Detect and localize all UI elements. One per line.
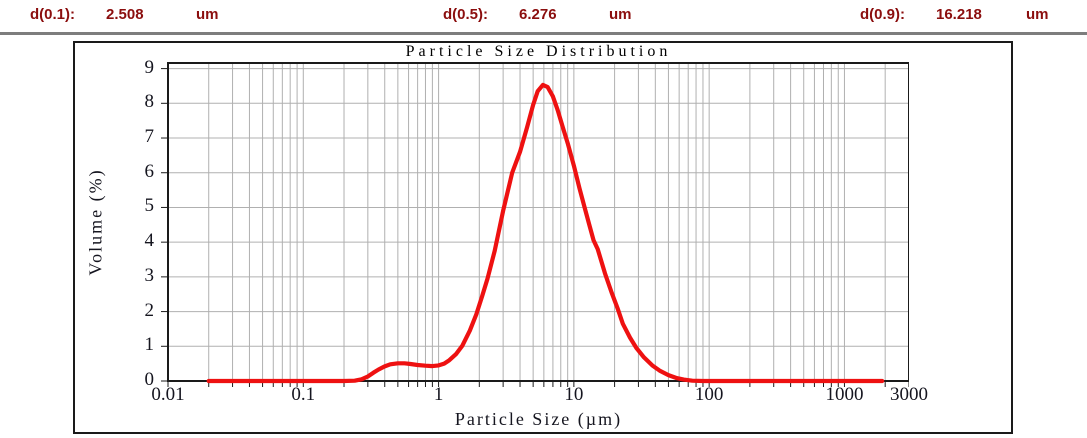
d10-label: d(0.1):: [30, 6, 75, 23]
y-tick-label: 0: [144, 369, 155, 390]
x-tick-label: 0.01: [151, 384, 185, 405]
x-tick-label: 3000: [890, 384, 928, 405]
y-tick-label: 5: [144, 195, 155, 217]
metric-d90: d(0.9): 16.218 um: [860, 6, 1087, 26]
d50-value: 6.276: [519, 6, 557, 23]
x-axis-title: Particle Size (µm): [454, 409, 623, 429]
header-separator-line: [0, 32, 1087, 35]
y-tick-label: 6: [144, 160, 155, 182]
d10-value: 2.508: [106, 6, 144, 23]
y-tick-label: 8: [144, 91, 155, 113]
d50-label: d(0.5):: [443, 6, 488, 23]
chart-title: Particle Size Distribution: [405, 43, 672, 60]
chart-outer-frame: [73, 41, 1013, 434]
y-tick-label: 2: [144, 299, 155, 321]
metric-d50: d(0.5): 6.276 um: [443, 6, 713, 26]
y-tick-label: 3: [144, 264, 155, 286]
d90-unit: um: [1026, 6, 1049, 23]
y-tick-label: 7: [144, 126, 155, 148]
x-tick-label: 1000: [825, 384, 864, 405]
x-tick-label: 1: [433, 384, 444, 405]
y-tick-label: 9: [144, 56, 155, 78]
x-tick-label: 0.1: [291, 384, 316, 405]
d90-value: 16.218: [936, 6, 982, 23]
x-tick-label: 10: [564, 384, 584, 405]
percentile-metrics-row: d(0.1): 2.508 um d(0.5): 6.276 um d(0.9)…: [0, 3, 1087, 29]
y-tick-label: 1: [144, 334, 155, 356]
d90-label: d(0.9):: [860, 6, 905, 23]
metric-d10: d(0.1): 2.508 um: [30, 6, 300, 26]
y-axis-title: Volume (%): [85, 168, 106, 276]
plot-frame: [167, 62, 909, 382]
d10-unit: um: [196, 6, 219, 23]
x-tick-label: 100: [694, 384, 724, 405]
distribution-curve: [206, 82, 885, 384]
y-tick-label: 4: [144, 230, 155, 252]
d50-unit: um: [609, 6, 632, 23]
plot-area: [161, 62, 909, 387]
